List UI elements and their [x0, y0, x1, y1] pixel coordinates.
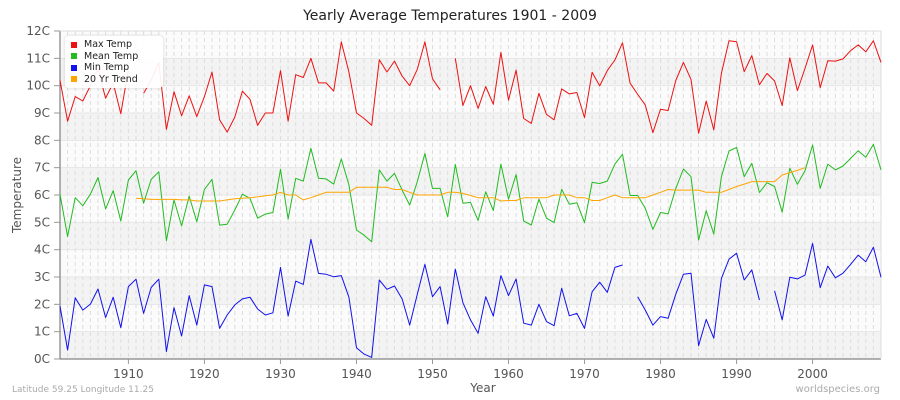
svg-text:1930: 1930 [265, 367, 296, 381]
x-axis-label: Year [469, 381, 495, 395]
svg-text:1910: 1910 [113, 367, 144, 381]
series-lines [59, 40, 882, 358]
svg-text:6C: 6C [34, 188, 50, 202]
legend-item-trend: 20 Yr Trend [71, 74, 157, 86]
svg-text:1950: 1950 [417, 367, 448, 381]
svg-text:12C: 12C [26, 24, 50, 38]
trend-swatch-icon [71, 76, 77, 83]
svg-text:1990: 1990 [721, 367, 752, 381]
svg-text:10C: 10C [26, 79, 50, 93]
min-temp-swatch-icon [71, 64, 77, 71]
svg-text:1920: 1920 [189, 367, 220, 381]
svg-text:3C: 3C [34, 270, 50, 284]
svg-text:11C: 11C [26, 51, 50, 65]
legend-item-max: Max Temp [71, 39, 157, 51]
x-axis-ticks: 1910 1920 1930 1940 1950 1960 1970 1980 1990 2000 [113, 359, 828, 381]
svg-text:0C: 0C [34, 352, 50, 366]
svg-text:1C: 1C [34, 325, 50, 339]
svg-text:7C: 7C [34, 161, 50, 175]
series-line-min-temp [59, 238, 882, 358]
svg-text:2000: 2000 [797, 367, 828, 381]
series-line-mean-temp [59, 143, 882, 243]
svg-text:1970: 1970 [569, 367, 600, 381]
chart-title: Yearly Average Temperatures 1901 - 2009 [303, 8, 597, 24]
y-axis-ticks: 0C 1C 2C 3C 4C 5C 6C 7C 8C 9C 10C 11C 12C [26, 24, 60, 366]
source-link[interactable]: worldspecies.org [795, 384, 880, 395]
svg-text:4C: 4C [34, 243, 50, 257]
location-label: Latitude 59.25 Longitude 11.25 [12, 385, 154, 395]
svg-text:8C: 8C [34, 133, 50, 147]
max-temp-swatch-icon [71, 41, 77, 48]
legend-item-mean: Mean Temp [71, 51, 157, 63]
series-line-20-yr-trend [135, 167, 806, 202]
legend: Max Temp Mean Temp Min Temp 20 Yr Trend [65, 36, 163, 88]
svg-text:2C: 2C [34, 297, 50, 311]
y-axis-label: Temperature [10, 157, 24, 234]
svg-text:9C: 9C [34, 106, 50, 120]
svg-text:5C: 5C [34, 215, 50, 229]
svg-text:1960: 1960 [493, 367, 524, 381]
mean-temp-swatch-icon [71, 53, 77, 60]
svg-text:1940: 1940 [341, 367, 372, 381]
svg-text:1980: 1980 [645, 367, 676, 381]
legend-item-min: Min Temp [71, 62, 157, 74]
